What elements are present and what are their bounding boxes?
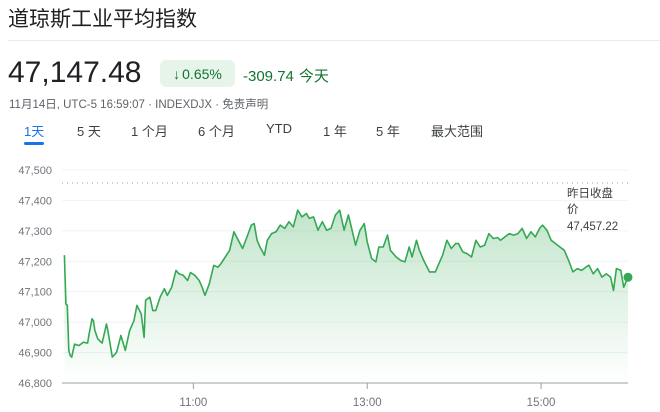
change-percent: 0.65% [182,65,222,82]
y-tick-label: 47,400 [18,195,52,207]
page-title: 道琼斯工业平均指数 [8,7,197,31]
range-tabs: 1天 5 天 1 个月 6 个月 YTD 1 年 5 年 最大范围 [0,121,660,147]
price-area [64,210,628,383]
tab-5y[interactable]: 5 年 [376,124,400,139]
tab-ytd[interactable]: YTD [266,121,292,136]
y-tick-label: 46,800 [18,378,52,390]
change-value: -309.74 [243,68,294,85]
y-tick-label: 47,000 [18,317,52,329]
tab-1y[interactable]: 1 年 [323,124,347,139]
change-absolute: -309.74 今天 [243,65,329,86]
arrow-down-icon: ↓ [173,65,181,82]
price-chart[interactable]: 47,500 47,400 47,300 47,200 47,100 47,000 46,9… [0,150,660,412]
y-tick-label: 47,200 [18,256,52,268]
tab-6m[interactable]: 6 个月 [198,124,235,139]
previous-close-value: 47,457.22 [567,221,618,233]
current-point [623,272,633,282]
change-percent-badge: ↓ 0.65% [160,60,235,87]
tab-max[interactable]: 最大范围 [431,124,484,139]
y-tick-label: 47,300 [18,226,52,238]
y-tick-label: 46,900 [18,348,52,360]
divider [8,40,660,41]
current-price: 47,147.48 [8,56,142,89]
tab-5d[interactable]: 5 天 [77,124,101,139]
x-tick-label: 15:00 [527,397,556,409]
tab-1d[interactable]: 1天 [24,121,45,145]
tab-1m[interactable]: 1 个月 [131,124,168,139]
y-tick-label: 47,500 [18,165,52,177]
x-tick-label: 11:00 [179,397,207,409]
price-line [63,209,629,358]
change-period: 今天 [298,68,329,85]
previous-close-label: 昨日收盘 [567,186,613,200]
x-tick-label: 13:00 [353,397,382,409]
previous-close-label-2: 价 [567,203,579,216]
quote-meta: 11月14日, UTC-5 16:59:07 · INDEXDJX · 免责声明 [9,99,269,111]
y-tick-label: 47,100 [18,287,52,299]
